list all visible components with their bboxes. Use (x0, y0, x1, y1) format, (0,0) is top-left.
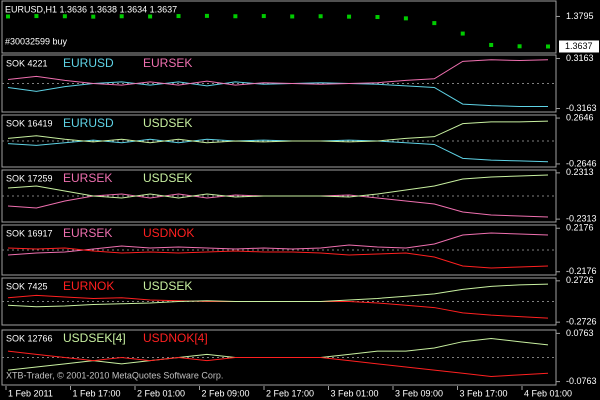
x-tick-label: 3 Feb 09:00 (395, 388, 443, 398)
series-name: USDSEK (143, 171, 192, 185)
indicator-line (7, 59, 549, 86)
y-tick-label: -0.2646 (566, 158, 597, 168)
indicator-line (7, 120, 549, 144)
series-name: USDSEK (143, 279, 192, 293)
y-tick-label: -0.0763 (566, 376, 597, 386)
y-tick-label: -0.3163 (566, 103, 597, 113)
pane-label: SOK 4221 (6, 58, 48, 68)
series-name: EURUSD (63, 116, 114, 130)
y-tick-label: 0.2646 (566, 112, 594, 122)
candle (91, 14, 96, 19)
series-name: EURSEK (63, 171, 112, 185)
series-name: USDSEK[4] (63, 331, 126, 345)
pane-border (1, 0, 557, 54)
y-tick-label: 0.2726 (566, 275, 594, 285)
x-tick-label: 2 Feb 17:00 (266, 388, 314, 398)
indicator-line (7, 247, 549, 269)
x-tick-label: 4 Feb 01:00 (524, 388, 572, 398)
pane-label: SOK 7425 (6, 281, 48, 291)
y-tick-label: 0.2176 (566, 223, 594, 233)
series-name: USDSEK (143, 116, 192, 130)
pane-label: SOK 16419 (6, 118, 53, 128)
y-tick-label: 0.0763 (566, 328, 594, 338)
pane-label: SOK 17259 (6, 173, 53, 183)
candle (119, 14, 124, 19)
candle (432, 21, 437, 26)
indicator-line (7, 350, 549, 377)
indicator-line (7, 232, 549, 256)
chart-title: EURUSD,H1 1.3636 1.3638 1.3634 1.3637 (5, 4, 177, 14)
indicator-line (7, 283, 549, 308)
y-tick-label: 0.3163 (566, 53, 594, 63)
x-tick-label: 1 Feb 2011 (8, 388, 53, 398)
order-label: #30032599 buy (5, 36, 68, 46)
candle (261, 14, 266, 19)
candle (6, 14, 10, 19)
candle (62, 14, 67, 19)
y-tick-label: -0.2313 (566, 214, 597, 224)
price-box (559, 40, 599, 53)
candle (546, 44, 550, 49)
candle (176, 14, 181, 19)
series-name: USDNOK (143, 226, 194, 240)
series-name: EURNOK (63, 279, 114, 293)
series-name: EURSEK (63, 226, 112, 240)
candle (403, 16, 408, 21)
x-tick-label: 2 Feb 01:00 (137, 388, 185, 398)
series-name: USDNOK[4] (143, 331, 208, 345)
candle (347, 14, 352, 19)
pane-label: SOK 12766 (6, 333, 53, 343)
indicator-line (7, 81, 548, 107)
x-tick-label: 1 Feb 17:00 (73, 388, 121, 398)
x-tick-label: 3 Feb 17:00 (460, 388, 508, 398)
x-tick-label: 2 Feb 09:00 (202, 388, 250, 398)
candle (290, 14, 295, 19)
candle (34, 14, 39, 19)
copyright: XTB-Trader, © 2001-2010 MetaQuotes Softw… (6, 370, 223, 380)
candle (489, 42, 494, 47)
candle (460, 31, 465, 36)
candle (318, 14, 323, 19)
y-tick-label: 1.3795 (566, 11, 594, 21)
series-name: EURUSD (63, 56, 114, 70)
candle (233, 14, 238, 19)
candle (517, 44, 522, 49)
indicator-line (7, 138, 549, 163)
y-tick-label: -0.2726 (566, 317, 597, 327)
candle (148, 14, 153, 19)
y-tick-label: 0.2313 (566, 167, 594, 177)
candle (375, 15, 380, 20)
y-tick-label: -0.2176 (566, 266, 597, 276)
series-name: EURSEK (143, 56, 192, 70)
candle (204, 13, 209, 18)
pane-label: SOK 16917 (6, 228, 53, 238)
price-label: 1.3637 (565, 41, 593, 51)
indicator-line (7, 174, 549, 199)
x-tick-label: 3 Feb 01:00 (331, 388, 379, 398)
